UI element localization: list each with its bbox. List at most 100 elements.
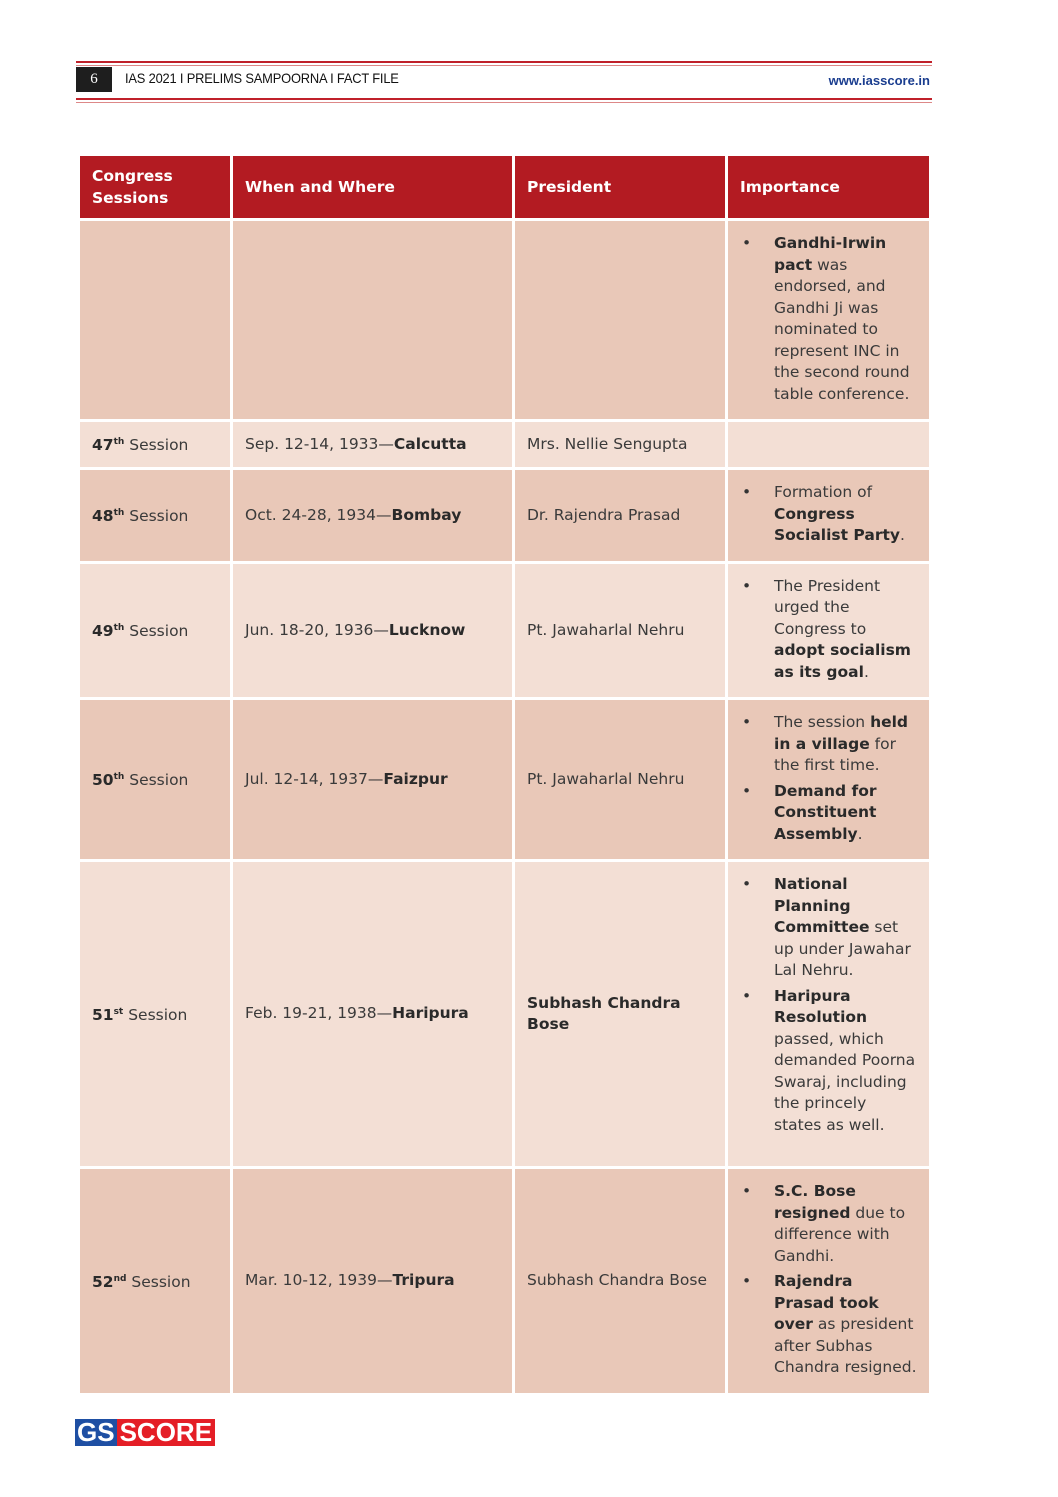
session-label: Session: [131, 1272, 191, 1291]
importance-text: The President urged the Congress to: [774, 576, 881, 638]
session-date: Oct. 24-28, 1934—: [245, 505, 392, 524]
importance-cell: National Planning Committee set up under…: [728, 862, 929, 1166]
header-rule-top-thin: [76, 65, 932, 66]
session-number: 48th: [92, 507, 125, 525]
importance-item: The President urged the Congress to adop…: [742, 576, 917, 684]
session-date: Mar. 10-12, 1939—: [245, 1271, 393, 1289]
col-header-when-where: When and Where: [233, 156, 512, 218]
session-ordinal-suffix: th: [113, 623, 125, 633]
importance-text: passed, which demanded Poorna Swaraj, in…: [774, 1029, 916, 1134]
congress-sessions-table: Congress Sessions When and Where Preside…: [77, 153, 932, 1396]
session-place: Faizpur: [383, 769, 448, 788]
importance-text: .: [863, 662, 869, 681]
importance-cell: S.C. Bose resigned due to difference wit…: [728, 1169, 929, 1393]
importance-cell: Formation of Congress Socialist Party.: [728, 470, 929, 561]
session-ordinal-suffix: nd: [113, 1273, 127, 1284]
session-label: Session: [128, 1005, 188, 1024]
importance-cell: [728, 422, 929, 467]
session-place: Bombay: [391, 505, 462, 524]
importance-highlight: Rajendra Prasad took over: [774, 1272, 879, 1333]
president-name: Subhash Chandra Bose: [527, 993, 681, 1034]
session-number: 50th: [92, 771, 125, 790]
table-row: Gandhi-Irwin pact was endorsed, and Gand…: [80, 221, 929, 419]
session-cell: 50th Session: [80, 700, 230, 859]
importance-cell: The President urged the Congress to adop…: [728, 563, 929, 697]
importance-list: The session held in a village for the fi…: [740, 712, 917, 845]
session-cell: 49th Session: [80, 563, 230, 697]
header-rule-bottom: [76, 98, 932, 100]
president-cell: Subhash Chandra Bose: [515, 862, 725, 1166]
col-header-sessions: Congress Sessions: [80, 156, 230, 218]
session-number: 51st: [92, 1005, 124, 1024]
session-ordinal-suffix: th: [113, 437, 125, 448]
when-where-cell: Oct. 24-28, 1934—Bombay: [233, 470, 512, 561]
importance-highlight: S.C. Bose resigned: [774, 1182, 856, 1222]
importance-text: .: [900, 526, 905, 544]
importance-item: S.C. Bose resigned due to difference wit…: [742, 1181, 917, 1267]
table-row: 48th Session Oct. 24-28, 1934—Bombay Dr. R…: [80, 470, 929, 561]
importance-text: set up under Jawahar Lal Nehru.: [774, 918, 911, 979]
when-where-cell: Mar. 10-12, 1939—Tripura: [233, 1169, 512, 1393]
importance-text: .: [857, 824, 863, 843]
session-ordinal-suffix: th: [113, 508, 125, 518]
when-where-cell: Jun. 18-20, 1936—Lucknow: [233, 563, 512, 697]
importance-list: S.C. Bose resigned due to difference wit…: [740, 1181, 917, 1379]
importance-highlight: held in a village: [774, 713, 909, 753]
session-label: Session: [129, 507, 189, 525]
importance-cell: Gandhi-Irwin pact was endorsed, and Gand…: [728, 221, 929, 419]
when-where-cell: Jul. 12-14, 1937—Faizpur: [233, 700, 512, 859]
session-label: Session: [129, 436, 189, 455]
session-cell: 48th Session: [80, 470, 230, 561]
session-number: 49th: [92, 622, 125, 640]
table-header-row: Congress Sessions When and Where Preside…: [80, 156, 929, 218]
session-place: Lucknow: [388, 620, 466, 639]
president-name: Pt. Jawaharlal Nehru: [527, 769, 685, 788]
table-row: 52nd Session Mar. 10-12, 1939—Tripura Subh…: [80, 1169, 929, 1393]
importance-highlight: Demand for Constituent Assembly: [774, 781, 877, 843]
running-title: IAS 2021 I PRELIMS SAMPOORNA I FACT FILE: [125, 70, 399, 86]
importance-text: was endorsed, and Gandhi Ji was nominate…: [774, 255, 910, 403]
importance-text: due to difference with Gandhi.: [774, 1203, 906, 1265]
importance-list: National Planning Committee set up under…: [740, 874, 917, 1136]
president-cell: Mrs. Nellie Sengupta: [515, 422, 725, 467]
president-cell: Subhash Chandra Bose: [515, 1169, 725, 1393]
president-name: Mrs. Nellie Sengupta: [527, 434, 688, 453]
session-number: 52nd: [92, 1272, 127, 1291]
importance-item: Rajendra Prasad took over as president a…: [742, 1271, 917, 1379]
session-place: Tripura: [392, 1271, 455, 1289]
when-where-cell: Feb. 19-21, 1938—Haripura: [233, 862, 512, 1166]
session-label: Session: [129, 771, 189, 790]
session-ordinal-suffix: th: [113, 772, 125, 783]
website-link[interactable]: www.iasscore.in: [828, 73, 930, 88]
table-row: 51st Session Feb. 19-21, 1938—Haripura Sub…: [80, 862, 929, 1166]
table-row: 49th Session Jun. 18-20, 1936—Lucknow Pt. …: [80, 563, 929, 697]
session-place: Calcutta: [393, 434, 467, 453]
when-where-cell: [233, 221, 512, 419]
importance-item: The session held in a village for the fi…: [742, 712, 917, 777]
importance-highlight: National Planning Committee: [774, 875, 870, 936]
col-header-importance: Importance: [728, 156, 929, 218]
president-cell: Pt. Jawaharlal Nehru: [515, 700, 725, 859]
page-number: 6: [76, 67, 112, 92]
importance-highlight: Gandhi-Irwin pact: [774, 234, 887, 274]
session-cell: 52nd Session: [80, 1169, 230, 1393]
session-ordinal-suffix: st: [113, 1006, 124, 1017]
session-label: Session: [129, 622, 189, 640]
session-date: Feb. 19-21, 1938—: [245, 1004, 393, 1023]
importance-list: Formation of Congress Socialist Party.: [740, 482, 917, 547]
importance-item: Formation of Congress Socialist Party.: [742, 482, 917, 547]
president-cell: [515, 221, 725, 419]
col-header-president: President: [515, 156, 725, 218]
when-where-cell: Sep. 12-14, 1933—Calcutta: [233, 422, 512, 467]
importance-item: Demand for Constituent Assembly.: [742, 781, 917, 846]
logo-score: SCORE: [116, 1419, 216, 1446]
importance-item: Haripura Resolution passed, which demand…: [742, 986, 917, 1137]
header-rule-top: [76, 61, 932, 63]
session-date: Jun. 18-20, 1936—: [245, 620, 389, 639]
president-name: Dr. Rajendra Prasad: [527, 505, 681, 524]
table-row: 47th Session Sep. 12-14, 1933—Calcutta Mrs…: [80, 422, 929, 467]
president-cell: Pt. Jawaharlal Nehru: [515, 563, 725, 697]
importance-text: as president after Subhas Chandra resign…: [774, 1315, 917, 1376]
session-cell: [80, 221, 230, 419]
importance-list: Gandhi-Irwin pact was endorsed, and Gand…: [740, 233, 917, 405]
